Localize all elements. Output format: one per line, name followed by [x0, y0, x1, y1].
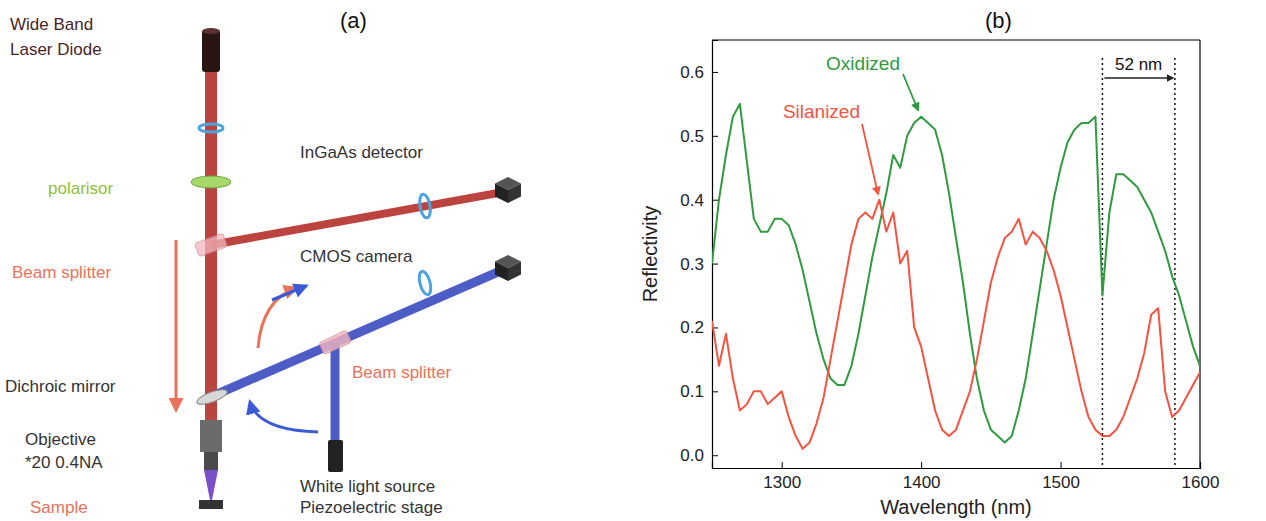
component-label: White light source: [300, 477, 435, 496]
dichroic-mirror-element: [195, 387, 228, 407]
y-axis-title: Reflectivity: [639, 206, 661, 303]
component-label: Laser Diode: [10, 40, 102, 59]
y-tick-label: 0.4: [680, 191, 704, 210]
component-label: *20 0.4NA: [25, 453, 103, 472]
y-tick-mark: [712, 264, 718, 265]
x-tick: 1500: [1042, 462, 1080, 492]
beam-splitter-plate: [319, 330, 352, 354]
x-axis: 1300 1400 1500 1600: [713, 462, 1220, 492]
y-tick-label: 0.5: [680, 127, 704, 146]
lens: [199, 124, 223, 132]
focus-beam: [204, 470, 218, 500]
plot-frame: [712, 39, 1200, 40]
camera-beam: [215, 272, 498, 395]
component-label: CMOS camera: [300, 247, 413, 266]
y-tick-mark: [712, 72, 718, 73]
y-tick-label: 0.2: [680, 318, 704, 337]
x-tick-mark: [1061, 462, 1062, 468]
component-label: polarisor: [48, 179, 114, 198]
objective-body: [200, 420, 222, 452]
path-arrow: [272, 286, 306, 300]
cube-right: [508, 262, 521, 282]
camera-cube: [495, 255, 521, 281]
panel-label: (a): [340, 8, 367, 33]
objective-tip: [204, 452, 218, 470]
plot-marks: [712, 58, 1200, 468]
illumination-beam: [331, 343, 340, 440]
white-light-source: [328, 440, 343, 472]
series-label: Silanized: [783, 101, 860, 122]
series-label-arrow: [862, 124, 878, 194]
y-tick: 0.6: [680, 63, 718, 82]
component-label: Beam splitter: [12, 263, 112, 282]
cube-right: [508, 184, 521, 204]
path-arrow: [250, 402, 318, 432]
detector-beam: [211, 193, 498, 245]
y-tick-label: 0.3: [680, 255, 704, 274]
annotation-guide: [1174, 58, 1176, 468]
component-label: InGaAs detector: [300, 143, 423, 162]
series-line: [712, 200, 1200, 449]
component-label: Piezoelectric stage: [300, 498, 443, 517]
y-tick-mark: [712, 200, 718, 201]
component-label: Dichroic mirror: [5, 377, 116, 396]
plot-frame: [1199, 40, 1200, 468]
series-label-arrow: [903, 74, 918, 110]
x-tick-label: 1300: [763, 473, 801, 492]
y-tick-label: 0.1: [680, 382, 704, 401]
laser-diode: [202, 30, 220, 72]
y-tick-mark: [712, 455, 718, 456]
lens: [418, 193, 432, 218]
lens: [417, 270, 433, 296]
laser-diode-top: [202, 28, 220, 34]
detector-cube: [495, 177, 521, 203]
series-line: [712, 104, 1200, 443]
setup-diagram: Wide Band Laser Diode polarisor InGaAs dete…: [5, 8, 521, 517]
y-tick-mark: [712, 391, 718, 392]
x-tick-mark: [921, 462, 922, 468]
beam-splitter-plate: [195, 233, 228, 256]
component-label: Beam splitter: [352, 363, 452, 382]
y-tick: 0.4: [680, 191, 718, 210]
component-label: Objective: [25, 430, 96, 449]
polarisor-element: [191, 176, 231, 188]
annotations: 52 nm Oxidized Silanized: [783, 53, 1173, 194]
figure: Wide Band Laser Diode polarisor InGaAs dete…: [0, 0, 1266, 521]
x-tick: 1600: [1182, 462, 1220, 492]
cube-left: [495, 262, 508, 282]
x-tick-label: 1400: [903, 473, 941, 492]
annotation-label: 52 nm: [1115, 55, 1162, 74]
y-tick-mark: [712, 136, 718, 137]
path-arrow: [175, 240, 178, 410]
x-axis-line: [713, 462, 1201, 469]
sample-stage: [199, 500, 223, 509]
x-axis-title: Wavelength (nm): [880, 496, 1032, 518]
panel-label: (b): [985, 8, 1012, 33]
x-tick-label: 1500: [1042, 473, 1080, 492]
y-tick-label: 0.6: [680, 63, 704, 82]
cube-left: [495, 184, 508, 204]
annotation-arrow: [1104, 77, 1173, 79]
x-tick-mark: [782, 462, 783, 468]
component-label: Wide Band: [10, 15, 93, 34]
x-tick-label: 1600: [1182, 473, 1220, 492]
y-tick: 0.0: [680, 446, 718, 465]
y-tick-label: 0.0: [680, 446, 704, 465]
y-tick: 0.1: [680, 382, 718, 401]
x-tick: 1300: [763, 462, 801, 492]
y-tick: 0.5: [680, 127, 718, 146]
reflectivity-chart: 1300 1400 1500 1600 0.0 0.1 0.2 0.3 0.4 0.5 0.6 Wav…: [639, 8, 1219, 518]
x-tick-mark: [1200, 462, 1201, 468]
component-label: Sample: [30, 498, 88, 517]
series-label: Oxidized: [826, 53, 900, 74]
x-tick: 1400: [903, 462, 941, 492]
